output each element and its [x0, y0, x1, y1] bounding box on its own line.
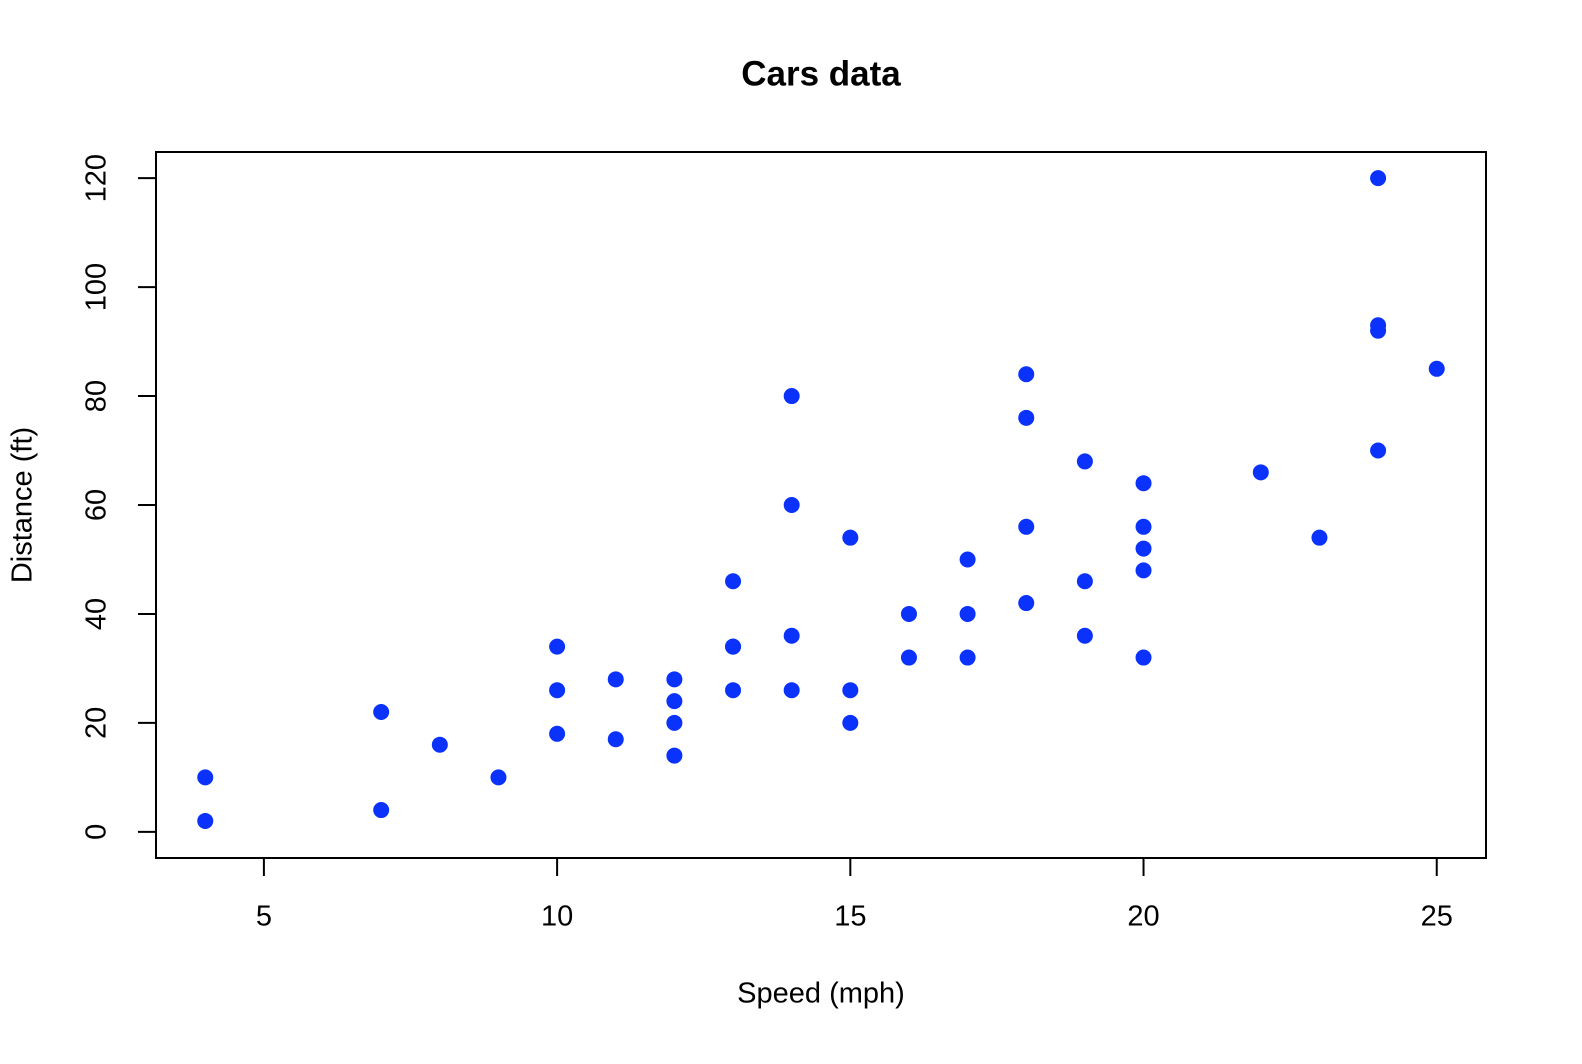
point: [607, 731, 624, 748]
y-tick-label: 100: [81, 263, 113, 311]
point: [783, 682, 800, 699]
point: [1018, 409, 1035, 426]
point: [1428, 360, 1445, 377]
point: [842, 714, 859, 731]
x-tick-label: 10: [541, 901, 573, 933]
point: [783, 388, 800, 405]
point: [373, 802, 390, 819]
point: [1311, 529, 1328, 546]
point: [490, 769, 507, 786]
x-tick-label: 5: [256, 901, 272, 933]
point: [1018, 518, 1035, 535]
point: [725, 638, 742, 655]
point: [900, 649, 917, 666]
y-tick-label: 20: [81, 707, 113, 739]
point: [666, 714, 683, 731]
point: [1018, 595, 1035, 612]
y-tick-label: 0: [81, 824, 113, 840]
point: [1135, 518, 1152, 535]
x-tick-label: 20: [1127, 901, 1159, 933]
point: [666, 747, 683, 764]
point: [431, 736, 448, 753]
point: [549, 638, 566, 655]
point: [1018, 366, 1035, 383]
point: [1370, 442, 1387, 459]
point: [842, 682, 859, 699]
point: [1252, 464, 1269, 481]
y-axis-label: Distance (ft): [7, 427, 39, 583]
point: [1135, 540, 1152, 557]
y-tick-label: 120: [81, 154, 113, 202]
point: [1135, 649, 1152, 666]
point: [959, 605, 976, 622]
point: [666, 693, 683, 710]
point: [1076, 453, 1093, 470]
x-axis-label: Speed (mph): [737, 978, 905, 1010]
point: [549, 725, 566, 742]
point: [373, 704, 390, 721]
point: [607, 671, 624, 688]
point: [1135, 475, 1152, 492]
point: [783, 497, 800, 513]
point: [783, 627, 800, 644]
chart-title: Cars data: [741, 54, 901, 93]
point: [842, 529, 859, 546]
point: [1076, 627, 1093, 644]
point: [959, 551, 976, 568]
point: [197, 769, 214, 786]
point: [1370, 170, 1387, 187]
x-tick-label: 15: [834, 901, 866, 933]
point: [725, 573, 742, 590]
point: [1135, 562, 1152, 579]
point: [197, 812, 214, 829]
point: [900, 605, 917, 622]
point: [959, 649, 976, 666]
y-tick-label: 80: [81, 380, 113, 412]
point: [1370, 317, 1387, 334]
x-tick-label: 25: [1421, 901, 1453, 933]
point: [725, 682, 742, 699]
y-tick-label: 60: [81, 489, 113, 521]
point: [549, 682, 566, 699]
y-tick-label: 40: [81, 598, 113, 630]
point: [666, 671, 683, 688]
point: [1076, 573, 1093, 590]
